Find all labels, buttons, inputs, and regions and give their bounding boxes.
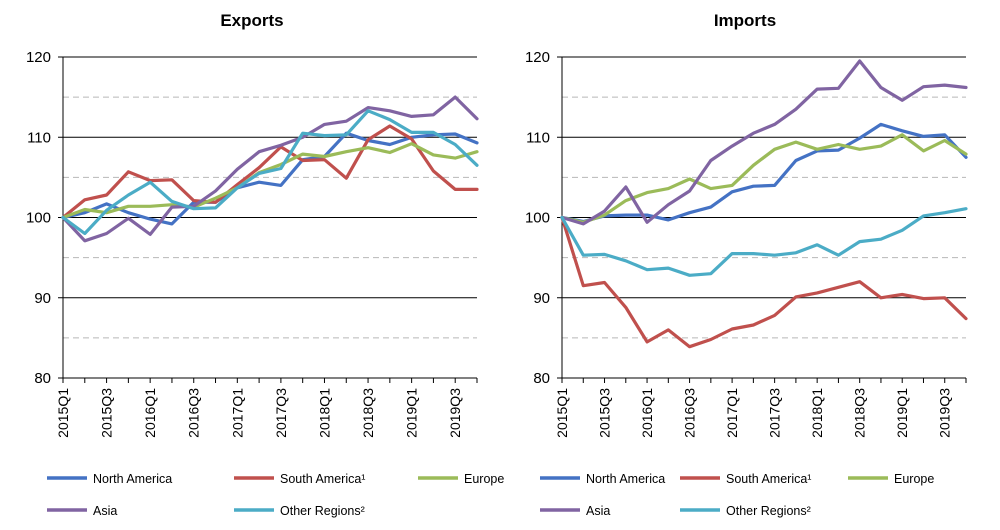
x-tick-label: 2019Q1 bbox=[894, 388, 910, 438]
x-tick-label: 2019Q3 bbox=[447, 388, 463, 438]
series-line-1 bbox=[560, 215, 968, 349]
x-tick-label: 2016Q1 bbox=[142, 388, 158, 438]
legend-label: South America¹ bbox=[726, 472, 811, 486]
series-line-0 bbox=[560, 122, 968, 224]
legend-label: North America bbox=[93, 472, 172, 486]
series-line-2 bbox=[560, 133, 968, 224]
series-line-4 bbox=[560, 207, 968, 277]
x-tick-label: 2018Q1 bbox=[316, 388, 332, 438]
x-tick-label: 2016Q3 bbox=[682, 388, 698, 438]
y-tick-label: 90 bbox=[533, 290, 550, 307]
legend-label: Europe bbox=[894, 472, 934, 486]
x-tick-label: 2015Q3 bbox=[99, 388, 115, 438]
y-tick-label: 80 bbox=[34, 370, 51, 387]
y-tick-label: 120 bbox=[26, 49, 51, 66]
x-tick-label: 2017Q3 bbox=[273, 388, 289, 438]
x-tick-label: 2018Q1 bbox=[809, 388, 825, 438]
series-line-1 bbox=[61, 124, 479, 220]
legend-label: South America¹ bbox=[280, 472, 365, 486]
legend-label: Asia bbox=[93, 504, 117, 518]
series-line-2 bbox=[61, 142, 479, 220]
legend-label: Asia bbox=[586, 504, 610, 518]
y-tick-label: 100 bbox=[525, 210, 550, 227]
series-line-3 bbox=[61, 95, 479, 243]
legend-label: North America bbox=[586, 472, 665, 486]
chart-title: Exports bbox=[220, 11, 283, 30]
x-tick-label: 2019Q3 bbox=[937, 388, 953, 438]
x-tick-label: 2016Q3 bbox=[186, 388, 202, 438]
exports-chart: Exports 80 90 100 110 120 2015Q1 2015Q3 2016Q1 2… bbox=[26, 11, 504, 518]
x-tick-label: 2019Q1 bbox=[404, 388, 420, 438]
x-tick-label: 2015Q3 bbox=[597, 388, 613, 438]
imports-chart: Imports 80 90 100 110 120 2015Q1 2015Q3 2016Q1 2… bbox=[525, 11, 968, 518]
legend-label: Other Regions² bbox=[280, 504, 365, 518]
series-line-3 bbox=[560, 59, 968, 226]
chart-title: Imports bbox=[714, 11, 776, 30]
x-tick-label: 2017Q1 bbox=[724, 388, 740, 438]
series-line-4 bbox=[61, 109, 479, 236]
x-tick-label: 2017Q1 bbox=[229, 388, 245, 438]
y-tick-label: 110 bbox=[526, 129, 550, 146]
x-tick-label: 2017Q3 bbox=[767, 388, 783, 438]
x-tick-label: 2018Q3 bbox=[852, 388, 868, 438]
x-tick-label: 2015Q1 bbox=[55, 388, 71, 438]
legend-label: Europe bbox=[464, 472, 504, 486]
y-tick-label: 90 bbox=[34, 290, 51, 307]
x-tick-label: 2018Q3 bbox=[360, 388, 376, 438]
y-tick-label: 110 bbox=[27, 129, 51, 146]
x-tick-label: 2016Q1 bbox=[639, 388, 655, 438]
legend-label: Other Regions² bbox=[726, 504, 811, 518]
y-tick-label: 100 bbox=[26, 210, 51, 227]
y-tick-label: 80 bbox=[533, 370, 550, 387]
x-tick-label: 2015Q1 bbox=[554, 388, 570, 438]
y-tick-label: 120 bbox=[525, 49, 550, 66]
